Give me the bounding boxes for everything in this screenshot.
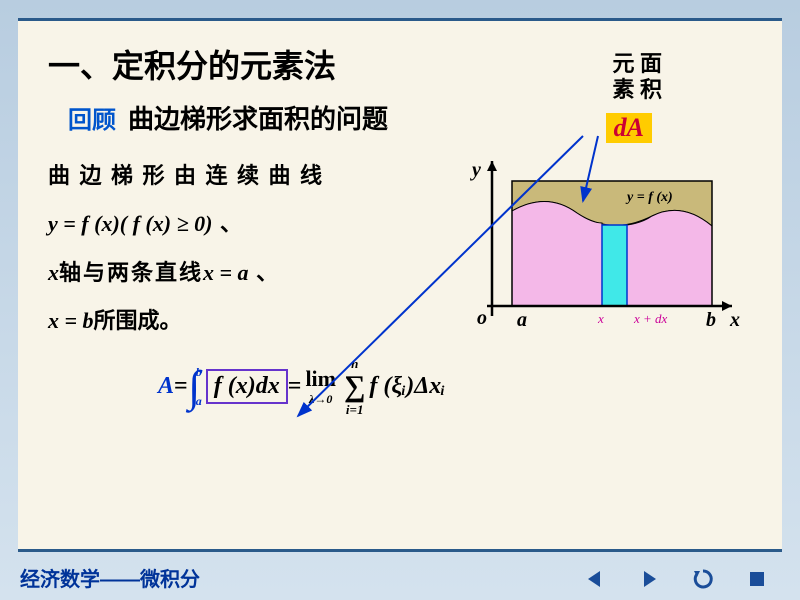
x-tick: x	[597, 311, 604, 326]
refresh-button[interactable]	[690, 566, 716, 592]
origin-label: o	[477, 307, 487, 329]
anno-char: 元	[612, 51, 634, 76]
area-element-annotation: 元 面 素 积	[612, 51, 662, 104]
next-button[interactable]	[636, 566, 662, 592]
line3-x: x	[48, 260, 59, 285]
area-graph: y x o a b x x + dx y = f (x)	[462, 151, 742, 341]
subtitle: 曲边梯形求面积的问题	[128, 105, 388, 134]
anno-char: 面	[640, 51, 662, 76]
lim-sub: λ→0	[309, 392, 332, 407]
limit-block: lim λ→0	[305, 366, 336, 407]
stop-button[interactable]	[744, 566, 770, 592]
line4-math: x = b	[48, 308, 94, 333]
dx-strip	[602, 225, 627, 306]
nav-buttons	[582, 566, 770, 592]
y-arrow	[487, 161, 497, 171]
integrand-box: f (x)dx	[206, 369, 288, 404]
formula-A: A	[158, 373, 174, 400]
x-label: x	[729, 309, 740, 331]
line4-post: 所围成。	[94, 308, 182, 333]
line3-math: x = a	[203, 260, 249, 285]
line2-sep: 、	[212, 211, 244, 236]
review-label: 回顾	[68, 108, 116, 134]
slide-content: 一、定积分的元素法 回顾 曲边梯形求面积的问题 元 面 素 积 dA 曲 边 梯…	[18, 18, 782, 552]
anno-char: 素	[612, 77, 634, 102]
dA-text: dA	[614, 113, 644, 142]
summand: f (ξᵢ)Δxᵢ	[369, 373, 445, 400]
line1: 曲 边 梯 形 由 连 续 曲 线	[48, 163, 324, 188]
y-label: y	[470, 159, 481, 181]
eq2: =	[288, 373, 302, 400]
b-label: b	[706, 309, 716, 331]
sum-lower: i=1	[346, 402, 364, 418]
footer-text: 经济数学——微积分	[20, 563, 200, 592]
sum-block: n ∑ i=1	[344, 356, 365, 418]
lim: lim	[305, 366, 336, 392]
integral-formula: A = ∫ b a f (x)dx = lim λ→0 n ∑ i=1 f (ξ…	[158, 356, 752, 418]
eq1: =	[174, 373, 188, 400]
xdx-tick: x + dx	[633, 311, 668, 326]
body-text: 曲 边 梯 形 由 连 续 曲 线 y = f (x)( f (x) ≥ 0) …	[48, 152, 448, 346]
line3-mid: 轴与两条直线	[59, 260, 203, 285]
region-right	[627, 210, 712, 306]
dA-highlight: dA	[606, 113, 652, 143]
prev-button[interactable]	[582, 566, 608, 592]
line2-math: y = f (x)( f (x) ≥ 0)	[48, 211, 212, 236]
line3-sep: 、	[249, 260, 281, 285]
anno-char: 积	[640, 77, 662, 102]
integral-sign: ∫ b a	[188, 361, 206, 412]
curve-label: y = f (x)	[625, 190, 673, 205]
a-label: a	[517, 309, 527, 331]
